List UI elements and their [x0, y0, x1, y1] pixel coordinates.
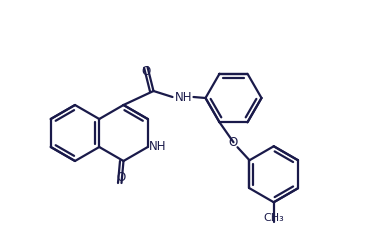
Text: O: O [117, 171, 126, 184]
Text: O: O [229, 136, 238, 149]
Text: CH₃: CH₃ [263, 213, 284, 223]
Text: O: O [142, 65, 151, 78]
Text: NH: NH [175, 90, 192, 103]
Text: NH: NH [149, 141, 166, 153]
